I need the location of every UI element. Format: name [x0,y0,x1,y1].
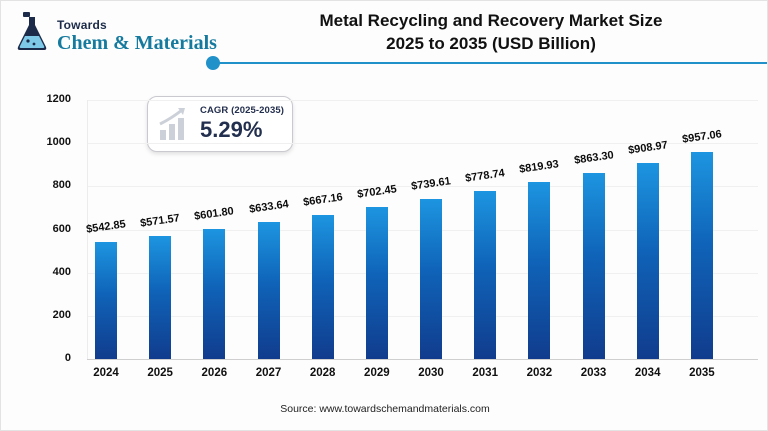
flask-icon [15,11,53,53]
bar-2029 [365,207,388,359]
divider-line [214,62,767,64]
divider-dot [206,56,220,70]
y-axis-tick-200: 200 [52,308,71,321]
bar-2034 [636,162,659,359]
bar-2027 [257,222,280,359]
bar-value-2035: $957.06 [681,128,723,147]
x-axis-tick-2028: 2028 [309,367,336,379]
chart-title-line1: Metal Recycling and Recovery Market Size [319,11,663,30]
brand-logo: Towards Chem & Materials [15,11,217,53]
x-axis-tick-2026: 2026 [201,367,228,379]
gridline-800 [87,186,758,188]
x-axis-tick-2032: 2032 [526,367,553,379]
y-axis-tick-1000: 1000 [46,136,71,149]
bar-2031 [474,190,497,359]
gridline-1200 [87,100,758,101]
y-axis-tick-1200: 1200 [46,93,71,105]
chart-title: Metal Recycling and Recovery Market Size… [241,10,741,56]
x-axis-tick-2024: 2024 [93,367,119,379]
x-axis-tick-2030: 2030 [418,367,444,379]
chart-title-line2: 2025 to 2035 (USD Billion) [386,33,596,53]
x-axis-tick-2033: 2033 [580,367,607,379]
x-axis-tick-2027: 2027 [255,367,282,379]
x-axis-tick-2031: 2031 [472,367,498,379]
y-axis-tick-0: 0 [64,352,71,364]
bar-2035 [690,152,713,359]
bar-2032 [528,182,551,359]
x-axis-tick-2035: 2035 [689,367,715,379]
y-axis-tick-600: 600 [52,222,71,235]
bar-2025 [149,235,172,359]
cagr-value: 5.29% [200,117,263,142]
gridline-1000 [87,143,758,145]
logo-text-chem-materials: Chem & Materials [57,32,217,54]
bar-2024 [95,241,117,359]
growth-chart-icon [154,102,198,146]
x-axis-line [87,359,758,360]
bar-2028 [311,215,334,359]
logo-text-towards: Towards [57,18,107,32]
bar-2033 [582,172,605,359]
y-axis-line [87,100,88,359]
x-axis-tick-2034: 2034 [634,367,661,379]
bar-2030 [420,199,443,359]
cagr-badge: CAGR (2025-2035) 5.29% [147,96,293,152]
y-axis-tick-400: 400 [52,265,71,278]
bar-2026 [203,229,226,359]
y-axis-tick-800: 800 [52,179,71,192]
x-axis-tick-2029: 2029 [364,367,390,379]
cagr-label: CAGR (2025-2035) [200,105,284,116]
source-attribution: Source: www.towardschemandmaterials.com [280,403,490,415]
x-axis-tick-2025: 2025 [147,367,173,379]
